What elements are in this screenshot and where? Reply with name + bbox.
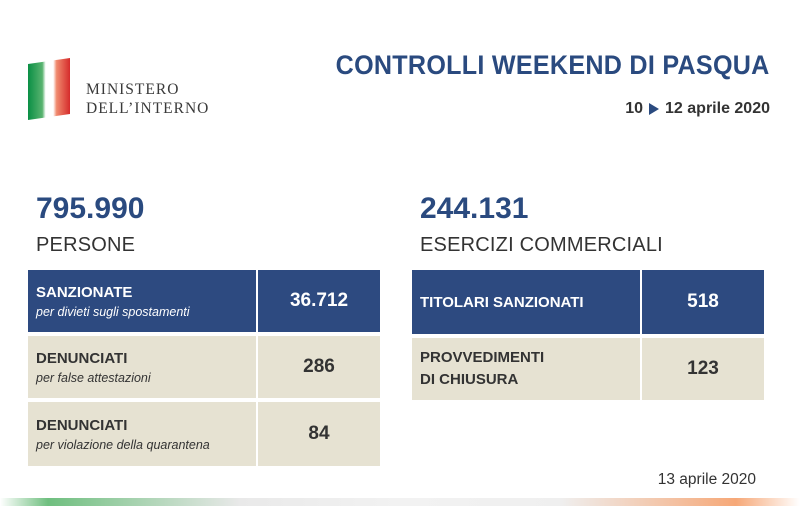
divider [640,270,642,334]
persons-label: PERSONE [36,234,136,256]
row-label-cell: TITOLARI SANZIONATI [412,270,640,334]
row-value: 36.712 [289,290,349,311]
arrow-right-icon [649,103,660,115]
ministry-line2: DELL’INTERNO [86,100,210,117]
ministry-line1: MINISTERO [86,81,180,98]
date-start: 10 [625,100,644,117]
row-label: DENUNCIATI [36,350,128,367]
row-label-cell: DENUNCIATI per violazione della quarante… [28,402,256,466]
shops-label: ESERCIZI COMMERCIALI [420,234,663,256]
publication-date: 13 aprile 2020 [657,471,756,488]
row-value: 286 [303,356,335,377]
row-value: 518 [687,291,719,312]
row-value: 84 [308,423,330,444]
row-label: DENUNCIATI [36,417,128,434]
table-row: DENUNCIATI per violazione della quarante… [28,402,380,466]
date-range: 10 12 aprile 2020 [625,100,770,118]
row-label: TITOLARI SANZIONATI [420,293,584,311]
ministry-name: MINISTERO DELL’INTERNO [86,80,209,118]
italian-flag-icon [28,58,70,120]
row-label-cell: PROVVEDIMENTI DI CHIUSURA [412,338,640,400]
shops-total: 244.131 [420,192,529,225]
table-row: SANZIONATE per divieti sugli spostamenti… [28,270,380,332]
row-label-line2: DI CHIUSURA [420,371,519,388]
row-label-cell: DENUNCIATI per false attestazioni [28,336,256,398]
page-title: CONTROLLI WEEKEND DI PASQUA [336,50,770,80]
table-row: PROVVEDIMENTI DI CHIUSURA 123 [412,338,764,400]
row-label-cell: SANZIONATE per divieti sugli spostamenti [28,270,256,332]
divider [256,336,258,398]
shops-table: TITOLARI SANZIONATI 518 PROVVEDIMENTI DI… [412,270,764,400]
date-end: 12 aprile 2020 [665,100,770,117]
divider [256,270,258,332]
persons-total: 795.990 [36,192,145,225]
row-note: per false attestazioni [36,371,151,385]
divider [256,402,258,466]
ministry-logo: MINISTERO DELL’INTERNO [26,58,226,122]
row-label-line1: PROVVEDIMENTI [420,349,545,366]
divider [640,338,642,400]
table-row: TITOLARI SANZIONATI 518 [412,270,764,334]
bottom-color-bar [0,498,800,506]
persons-table: SANZIONATE per divieti sugli spostamenti… [28,270,380,466]
row-value: 123 [687,358,719,379]
row-note: per divieti sugli spostamenti [36,305,190,319]
table-row: DENUNCIATI per false attestazioni 286 [28,336,380,398]
row-note: per violazione della quarantena [36,438,210,452]
row-label: SANZIONATE [36,284,133,301]
